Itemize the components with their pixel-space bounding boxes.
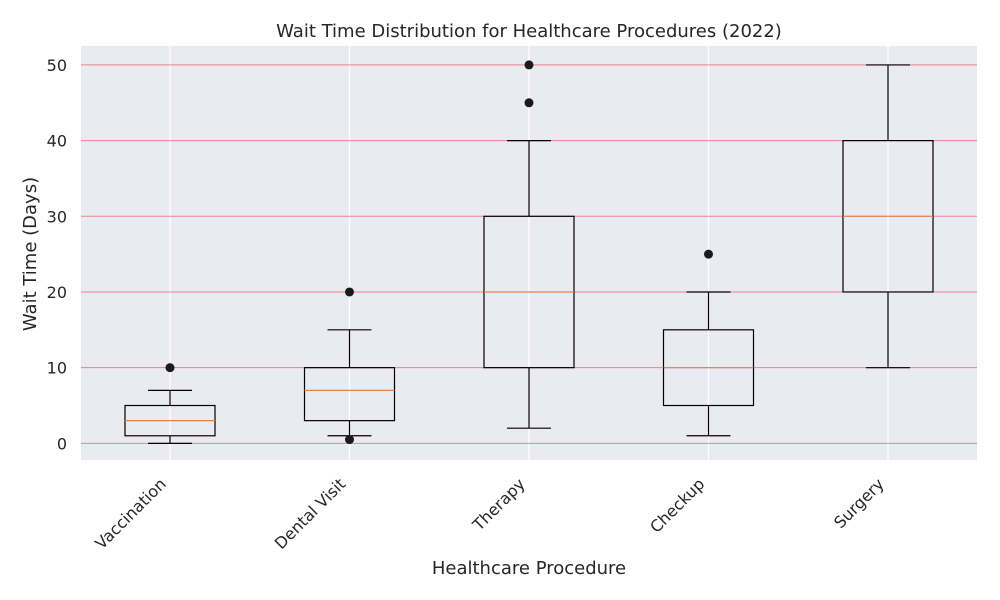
y-tick-label: 0 (57, 434, 67, 453)
x-axis-ticks: Vaccination Dental Visit Therapy Checkup Sur… (91, 474, 888, 553)
box-vaccination (124, 363, 216, 444)
outlier-point (165, 363, 175, 373)
y-tick-label: 50 (47, 56, 67, 75)
outlier-point (704, 249, 713, 259)
x-tick-label: Surgery (830, 474, 888, 532)
box-surgery (842, 64, 934, 369)
y-tick-label: 10 (47, 359, 67, 378)
x-tick-label: Dental Visit (271, 474, 349, 552)
box-iqr (303, 367, 396, 422)
y-tick-label: 20 (47, 283, 67, 302)
x-axis-label: Healthcare Procedure (432, 558, 626, 579)
x-tick-label: Therapy (468, 474, 529, 535)
outlier-point (345, 287, 354, 297)
y-tick-label: 40 (47, 132, 67, 151)
box-therapy (483, 60, 575, 429)
chart-title: Wait Time Distribution for Healthcare Pr… (276, 21, 782, 42)
outlier-point (524, 98, 534, 108)
x-tick-label: Vaccination (91, 474, 170, 553)
y-tick-label: 30 (47, 207, 67, 226)
outlier-point (524, 60, 534, 70)
y-axis-ticks: 0 10 20 30 40 50 (47, 56, 67, 453)
x-tick-label: Checkup (646, 474, 708, 536)
y-axis-label: Wait Time (Days) (20, 177, 41, 331)
outlier-point (345, 435, 354, 445)
box-checkup (662, 249, 755, 437)
box-series (124, 60, 934, 445)
box-dental-visit (303, 287, 396, 445)
